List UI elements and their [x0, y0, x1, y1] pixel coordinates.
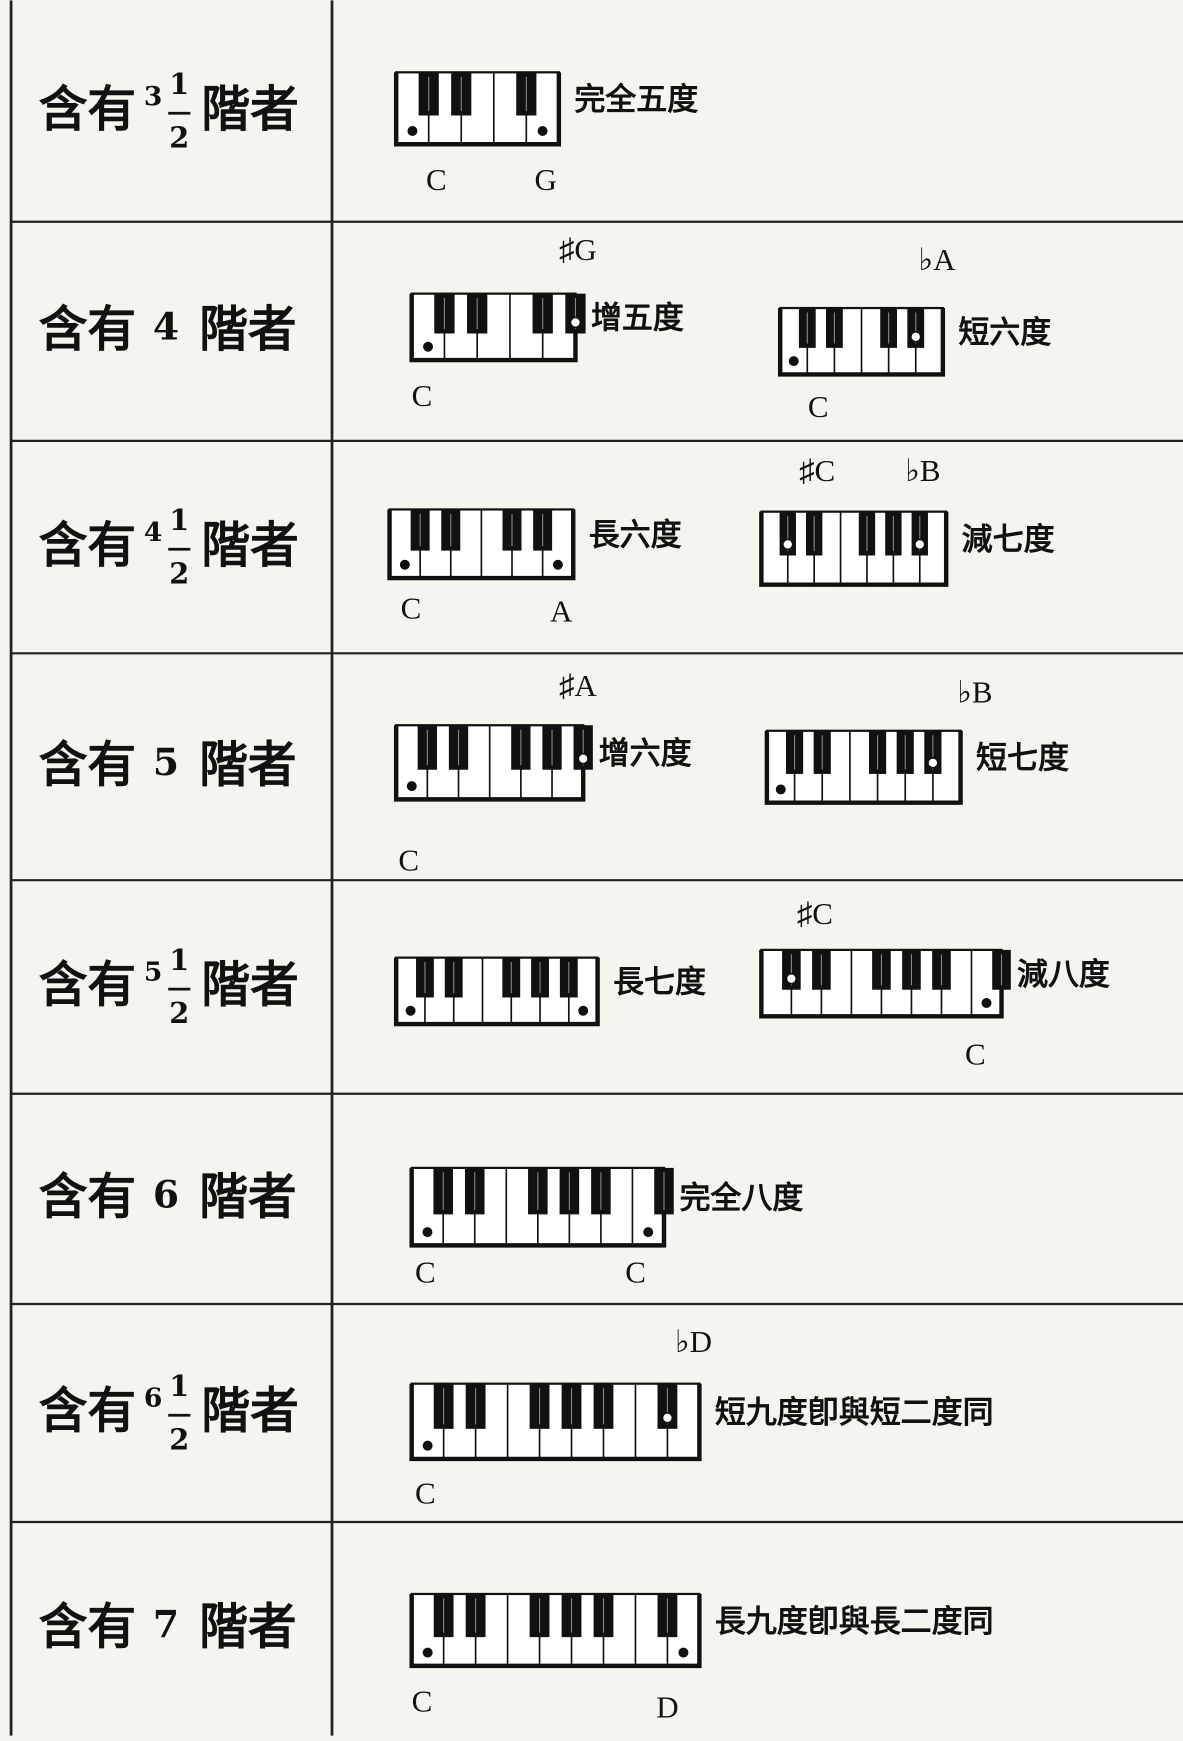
key-marker	[785, 972, 798, 985]
keyboard	[410, 1592, 701, 1667]
fraction-denominator: 2	[169, 996, 189, 1030]
key-marker	[643, 1227, 654, 1238]
interval-name: 完全八度	[679, 1180, 803, 1216]
fraction-denominator: 2	[169, 556, 189, 590]
interval-name: 減七度	[962, 522, 1055, 558]
note-label: C	[965, 1036, 986, 1071]
key-marker	[423, 341, 434, 352]
interval-name: 長七度	[613, 965, 706, 1001]
note-label: D	[656, 1689, 678, 1724]
keyboard-frame	[764, 730, 963, 805]
row-label-whole: 7	[153, 1602, 179, 1646]
key-marker	[537, 125, 548, 136]
note-label: C	[415, 1476, 436, 1511]
row-label-suffix: 階者	[201, 1383, 298, 1440]
key-marker	[981, 998, 992, 1008]
key-marker	[909, 331, 922, 343]
key-marker	[552, 559, 563, 570]
row-label-whole: 6	[153, 1172, 179, 1216]
row-label-prefix: 含有	[39, 1169, 136, 1226]
key-marker	[781, 538, 794, 551]
row-label-whole: 4	[153, 305, 179, 349]
note-label: C	[398, 843, 419, 878]
key-marker	[788, 356, 799, 367]
row-label-prefix: 含有	[39, 957, 136, 1014]
row-label-prefix: 含有	[39, 81, 136, 138]
keyboard	[410, 1382, 701, 1461]
key-marker	[422, 1647, 433, 1658]
note-label: ♭D	[675, 1324, 712, 1359]
note-label: ♭B	[905, 453, 940, 488]
interval-name: 長九度卽與長二度同	[715, 1604, 994, 1640]
interval-name: 增五度	[591, 301, 684, 337]
key-marker	[578, 1005, 589, 1016]
key-marker	[405, 1005, 416, 1016]
row-label-suffix: 階者	[201, 517, 298, 574]
row-label-prefix: 含有	[39, 517, 136, 574]
keyboard-frame	[409, 1593, 702, 1669]
interval-name: 增六度	[599, 736, 692, 772]
interval-name: 短七度	[976, 741, 1069, 777]
fraction-denominator: 2	[169, 120, 189, 154]
note-label: C	[412, 378, 433, 413]
row-label-suffix: 階者	[201, 957, 298, 1014]
row-label-whole: 3	[144, 81, 162, 112]
row-label-whole: 5	[153, 740, 179, 784]
note-label: C	[625, 1254, 646, 1289]
key-marker	[569, 316, 582, 329]
interval-name: 短六度	[958, 315, 1051, 351]
interval-name: 短九度卽與短二度同	[715, 1395, 994, 1431]
note-label: C	[412, 1684, 433, 1719]
keyboard-frame	[409, 1383, 702, 1462]
key-marker	[913, 538, 926, 551]
row-label-suffix: 階者	[201, 81, 298, 138]
note-label: G	[535, 162, 557, 197]
key-marker	[399, 559, 410, 570]
fraction-numerator: 1	[169, 943, 189, 977]
row-label-prefix: 含有	[39, 301, 136, 358]
note-label: C	[415, 1254, 436, 1289]
row-label-prefix: 含有	[39, 1383, 136, 1440]
row-label-prefix: 含有	[39, 736, 136, 793]
key-marker	[927, 757, 939, 769]
note-label: ♯C	[797, 896, 833, 931]
key-marker	[661, 1411, 674, 1424]
fraction-numerator: 1	[169, 1369, 189, 1403]
row-label-whole: 6	[144, 1383, 162, 1414]
row-label-suffix: 階者	[199, 1169, 296, 1226]
key-marker	[577, 752, 590, 765]
interval-name: 長六度	[589, 518, 682, 554]
row-label-whole: 5	[144, 957, 162, 988]
note-label: ♯C	[799, 453, 835, 488]
key-marker	[678, 1647, 689, 1658]
key-marker	[407, 125, 418, 136]
row-label-whole: 4	[144, 517, 162, 548]
key-marker	[422, 1227, 433, 1238]
keyboard-frame	[393, 72, 562, 147]
key-marker	[422, 1440, 433, 1451]
keyboard-frame	[393, 957, 600, 1027]
note-label: ♭B	[957, 674, 992, 709]
key-marker	[406, 781, 417, 792]
note-label: ♯A	[559, 668, 597, 703]
row-label-suffix: 階者	[199, 301, 296, 358]
note-label: C	[401, 590, 422, 625]
note-label: C	[808, 389, 829, 424]
fraction-numerator: 1	[169, 503, 189, 537]
fraction-denominator: 2	[169, 1422, 189, 1456]
note-label: C	[426, 162, 447, 197]
interval-name: 完全五度	[574, 82, 698, 118]
note-label: A	[550, 594, 573, 629]
row-label-suffix: 階者	[199, 736, 296, 793]
fraction-numerator: 1	[169, 67, 189, 101]
row-label-suffix: 階者	[199, 1599, 296, 1656]
row-label-prefix: 含有	[39, 1599, 136, 1656]
keyboard-frame	[759, 511, 949, 587]
note-label: ♯G	[559, 232, 597, 267]
note-label: ♭A	[919, 242, 957, 277]
key-marker	[775, 784, 786, 795]
interval-name: 減八度	[1017, 957, 1110, 993]
